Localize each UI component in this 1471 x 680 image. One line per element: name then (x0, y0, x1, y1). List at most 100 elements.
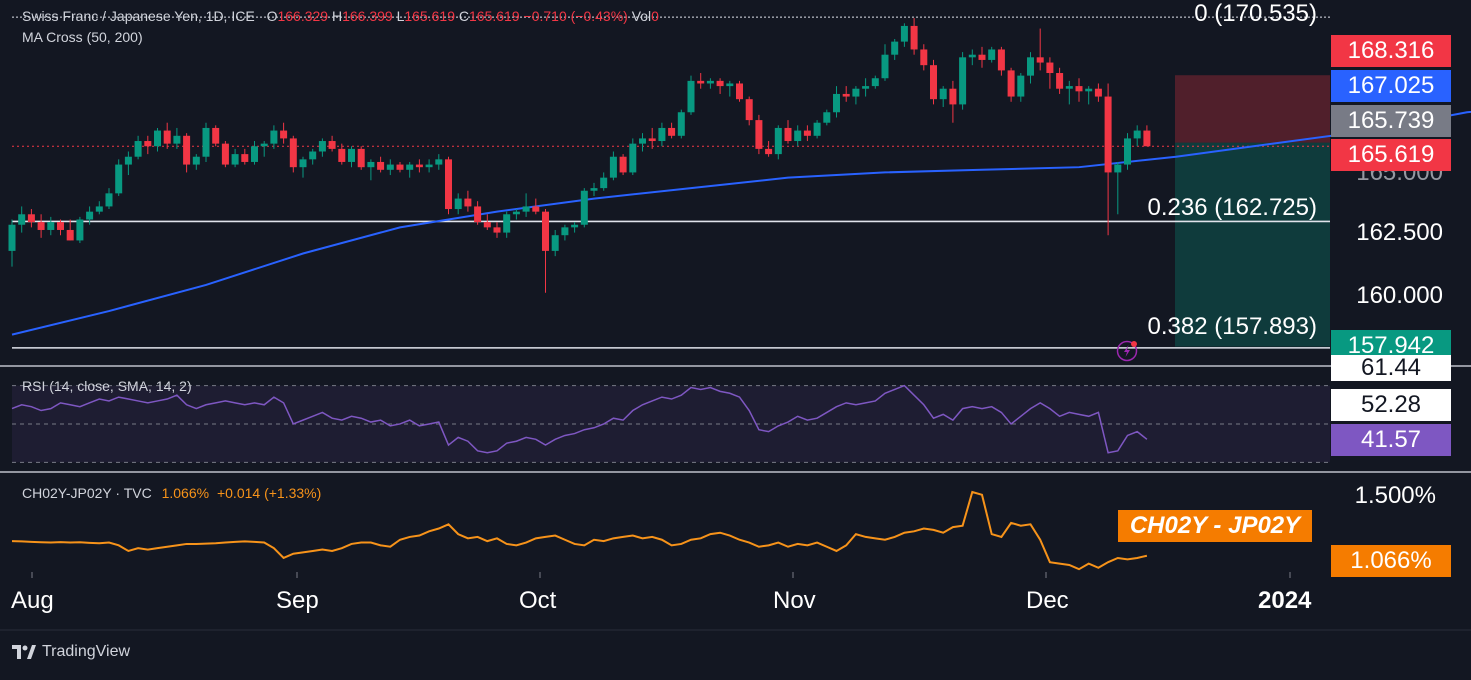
vol-label: Vol (631, 8, 652, 24)
candle-body (823, 112, 831, 123)
symbol-title: Swiss Franc / Japanese Yen, 1D, ICE (22, 8, 255, 24)
candle-body (47, 222, 55, 230)
candle-body (192, 156, 200, 165)
brand-name: TradingView (42, 643, 131, 660)
candle-body (522, 206, 530, 212)
price-tag-last: 165.619 (1331, 139, 1451, 171)
candle-body (328, 141, 336, 149)
candle-body (716, 80, 724, 87)
candle-body (86, 211, 94, 220)
candle-body (231, 154, 239, 165)
candles-group (8, 18, 1151, 293)
candle-body (532, 206, 540, 212)
candle-body (697, 80, 705, 84)
candle-body (37, 222, 45, 230)
candle-body (978, 54, 986, 60)
close-label: C (458, 8, 470, 24)
position-stop-zone (1175, 75, 1330, 143)
candle-body (930, 65, 937, 100)
spread-value: 1.066% (161, 485, 210, 501)
spread-tick-1500: 1.500% (1354, 482, 1436, 509)
fib-level-0-label: 0 (170.535) (1194, 0, 1317, 27)
alert-icon[interactable] (1116, 340, 1138, 362)
time-label-nov: Nov (773, 587, 816, 614)
candle-body (357, 148, 365, 168)
candle-body (454, 198, 462, 210)
candle-body (124, 156, 132, 165)
candle-body (386, 164, 394, 170)
candle-body (251, 146, 258, 162)
candle-body (784, 127, 792, 142)
open-label: O (266, 8, 278, 24)
candle-body (658, 127, 666, 142)
candle-body (687, 80, 695, 113)
candle-body (551, 235, 559, 251)
ma-cross-legend[interactable]: MA Cross (50, 200) (22, 29, 143, 45)
candle-body (881, 54, 889, 79)
candle-body (173, 135, 181, 144)
candle-body (609, 156, 617, 178)
candle-body (183, 135, 191, 165)
candle-body (871, 78, 879, 87)
candle-body (648, 138, 656, 142)
price-tag-stop: 168.316 (1331, 35, 1451, 67)
fib-level-382-label: 0.382 (157.893) (1147, 313, 1317, 340)
candle-body (619, 156, 627, 173)
candle-body (1007, 70, 1015, 97)
candle-body (949, 88, 957, 105)
candle-body (600, 177, 608, 189)
rsi-line (11, 384, 1148, 454)
candle-body (503, 214, 511, 233)
candle-body (377, 161, 385, 170)
candle-body (1143, 130, 1151, 147)
spread-legend[interactable]: CH02Y-JP02Y · TVC 1.066% +0.014 (+1.33%) (22, 485, 321, 501)
candle-body (280, 130, 288, 139)
spread-line (11, 490, 1148, 571)
candle-body (706, 80, 714, 84)
candle-body (1056, 73, 1064, 89)
spread-tag: 1.066% (1331, 545, 1451, 577)
candle-body (512, 211, 520, 215)
candle-body (1036, 57, 1044, 63)
position-target-zone (1175, 142, 1330, 347)
candle-body (852, 88, 860, 97)
candle-body (95, 206, 103, 212)
rsi-legend[interactable]: RSI (14, close, SMA, 14, 2) (22, 378, 192, 394)
candle-body (813, 122, 821, 136)
candle-body (833, 93, 840, 113)
spread-badge: CH02Y - JP02Y (1118, 510, 1312, 542)
symbol-legend: Swiss Franc / Japanese Yen, 1D, ICE O166… (22, 8, 659, 24)
candle-body (629, 143, 637, 173)
candle-body (1046, 62, 1054, 74)
candle-body (1027, 57, 1034, 76)
candle-body (338, 148, 346, 162)
candle-body (445, 159, 452, 210)
candle-body (367, 161, 375, 168)
ma-50-line (11, 110, 1471, 336)
candle-body (57, 222, 64, 230)
price-tag-entry: 165.739 (1331, 105, 1451, 137)
rsi-tag-upper: 61.44 (1331, 355, 1451, 381)
price-tag-ma: 167.025 (1331, 70, 1451, 102)
candle-body (1133, 130, 1141, 139)
change-value: −0.710 (−0.43%) (523, 8, 628, 24)
spread-name: CH02Y-JP02Y · TVC (22, 485, 152, 501)
candle-body (474, 206, 482, 223)
candle-body (1065, 86, 1073, 89)
candle-body (755, 120, 763, 149)
candle-body (959, 57, 967, 105)
candle-body (8, 224, 16, 251)
low-value: 165.619 (404, 8, 455, 24)
candle-body (668, 127, 676, 136)
tradingview-logo[interactable]: TradingView (12, 643, 130, 661)
candle-body (66, 229, 74, 241)
candle-body (910, 25, 918, 50)
candle-body (571, 224, 579, 228)
candle-body (1104, 96, 1112, 173)
candle-body (900, 25, 908, 42)
candle-body (202, 127, 210, 157)
candle-body (134, 141, 142, 157)
vol-value: 0 (651, 8, 659, 24)
